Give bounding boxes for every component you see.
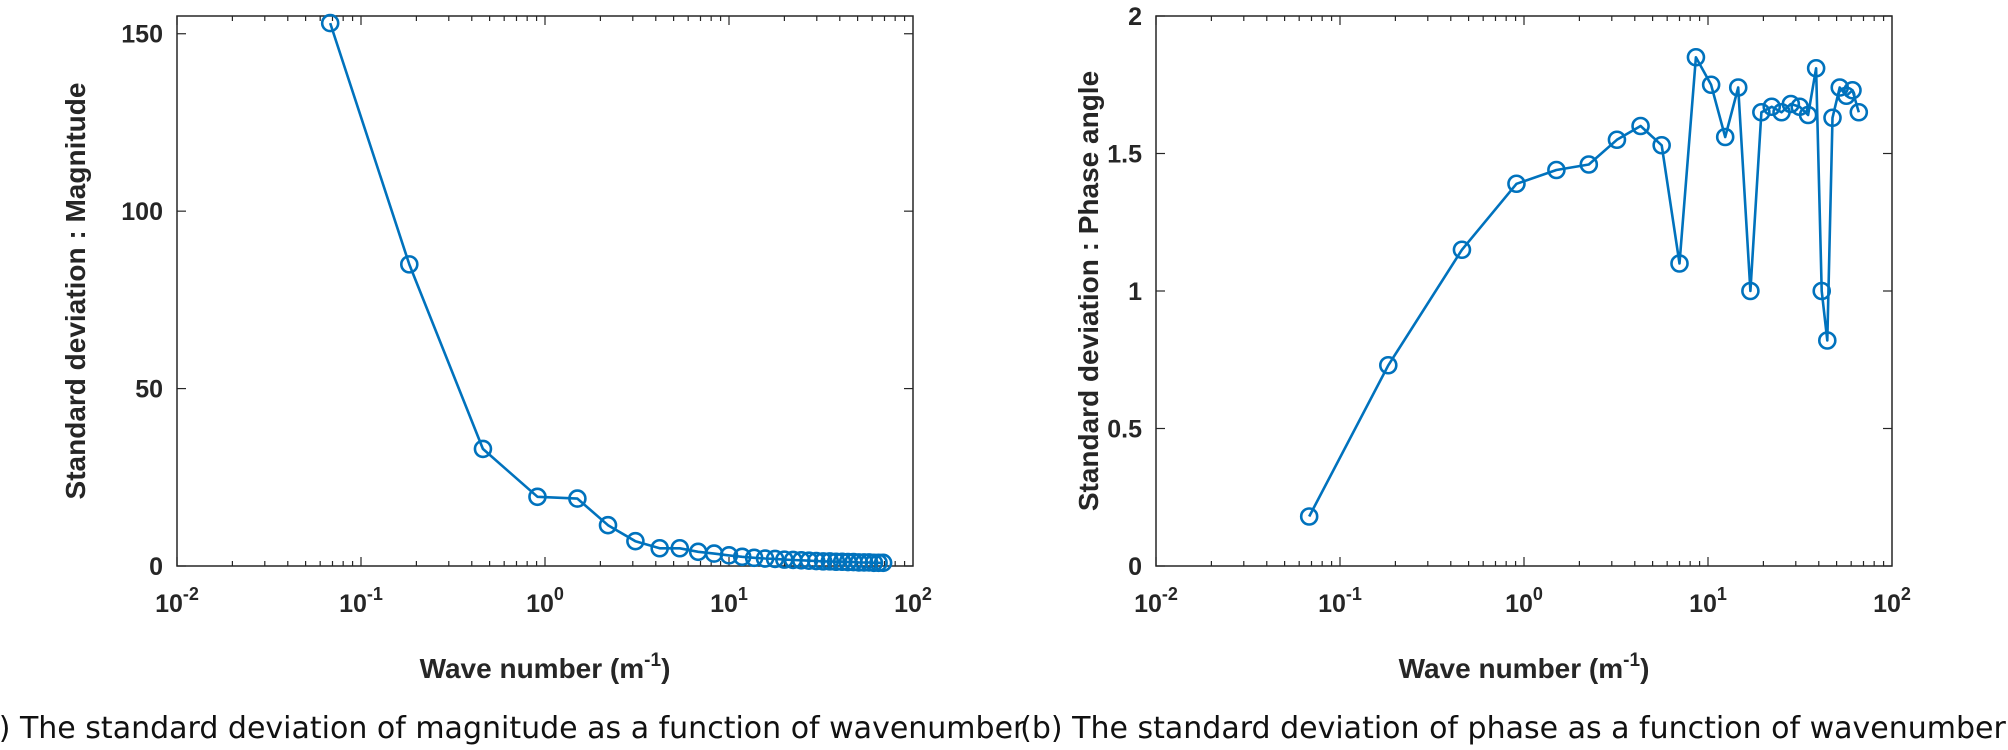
data-point [528,487,547,507]
x-tick-label: 102 [1873,584,1911,618]
data-point [1817,331,1837,350]
data-point [755,549,775,568]
x-tick-label: 101 [710,584,748,618]
data-point [320,13,340,33]
series-line [1308,55,1861,518]
data-point [1812,281,1832,301]
data-point [1837,86,1856,106]
magnitude-chart: 10-2 10-1 100 101 102 0 50 100 150 Wave number … [0,13,1026,746]
series-markers [1299,47,1869,526]
data-point [1507,174,1526,194]
data-point [799,551,819,570]
x-tick-label: 101 [1689,584,1727,618]
x-tick-label: 100 [526,584,564,618]
data-point [1299,507,1319,526]
y-tick-label: 150 [121,21,163,49]
axis-ticks [1155,15,1892,567]
series-markers [320,13,893,573]
caption-b: (b) The standard deviation of phase as a… [1020,711,2006,746]
x-tick-label: 10-2 [1134,584,1178,618]
data-point [806,551,826,571]
series-line [328,22,884,565]
data-point [1631,116,1650,136]
x-tick-label: 100 [1505,584,1543,618]
y-tick-labels: 0 0.5 1 1.5 2 [1107,3,1142,581]
data-point [1806,58,1826,78]
data-point [1741,281,1760,301]
data-point [1823,108,1842,128]
y-axis-label: Standard deviation : Phase angle [1073,71,1104,511]
data-point [1798,105,1818,125]
series-line-path [328,22,884,565]
data-point [1728,78,1748,97]
data-point [650,538,669,558]
data-point [1752,102,1771,122]
data-point [820,552,840,571]
x-axis-label: Wave number (m-1) [420,650,671,684]
data-point [399,255,419,274]
data-point [670,538,690,558]
y-tick-label: 0.5 [1107,416,1142,444]
x-tick-label: 10-1 [339,584,383,618]
y-tick-label: 50 [135,376,163,404]
data-point [1715,127,1735,147]
y-tick-label: 2 [1128,3,1142,31]
data-point [473,439,493,459]
x-tick-labels: 10-2 10-1 100 101 102 [1134,584,1911,618]
plot-frame [176,15,914,567]
data-point [1607,130,1627,150]
data-point [719,546,739,565]
data-point [765,549,785,569]
data-point [568,489,587,508]
data-point [813,552,833,571]
y-tick-label: 0 [149,553,163,581]
data-point [1652,135,1671,155]
data-point [1378,355,1398,375]
data-point [1579,155,1599,174]
series-line-path [1308,55,1861,518]
data-point [1452,240,1472,260]
y-tick-label: 100 [121,198,163,226]
data-point [1781,94,1801,114]
data-point [744,548,764,568]
x-axis-label: Wave number (m-1) [1399,650,1650,684]
data-point [1762,97,1782,117]
data-point [1849,102,1869,122]
data-point [598,515,618,535]
x-tick-label: 10-2 [155,584,199,618]
data-point [732,547,752,567]
caption-a: (a) The standard deviation of magnitude … [0,711,1026,746]
y-tick-label: 1 [1128,278,1142,306]
y-axis-label: Standard deviation : Magnitude [60,83,91,500]
x-tick-label: 102 [894,584,932,618]
x-tick-labels: 10-2 10-1 100 101 102 [155,584,932,618]
data-point [854,553,874,572]
phase-chart: 10-2 10-1 100 101 102 0 0.5 1 1.5 2 Wave number … [1020,3,2006,746]
y-tick-label: 1.5 [1107,141,1142,169]
data-point [1686,47,1706,67]
data-point [873,553,893,573]
data-point [626,531,645,551]
y-tick-label: 0 [1128,553,1142,581]
data-point [1670,254,1689,273]
plot-frame [1155,15,1893,567]
axis-ticks [176,16,913,567]
data-point [1843,80,1862,100]
y-tick-labels: 0 50 100 150 [121,21,163,581]
data-point [1547,160,1566,180]
data-point [1701,75,1721,95]
data-point [826,552,846,572]
x-tick-label: 10-1 [1318,584,1362,618]
